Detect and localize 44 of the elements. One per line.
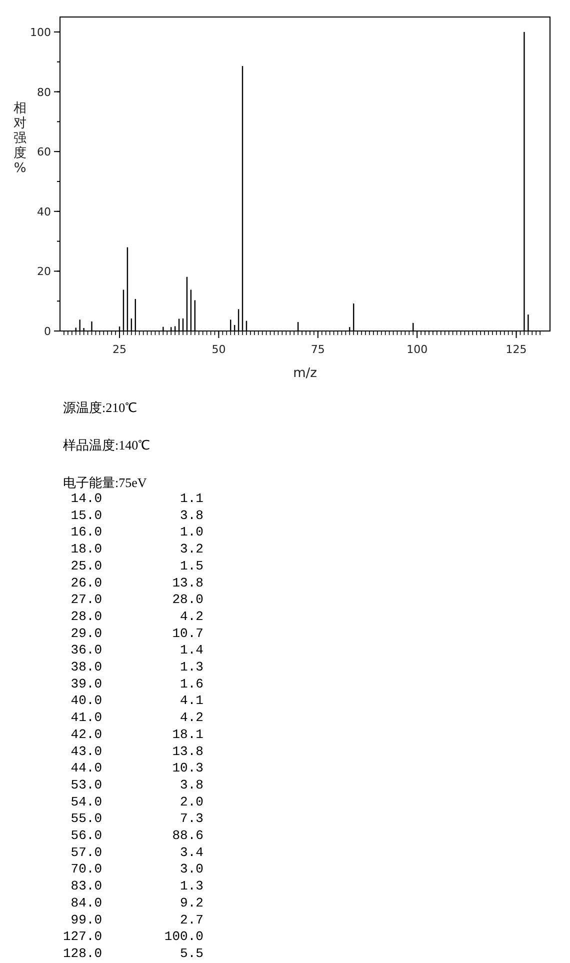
text: 14.0 1.1 [63, 491, 204, 506]
text: 26.0 13.8 [63, 575, 204, 590]
text: 电子能量:75eV [63, 475, 148, 490]
text: 15.0 3.8 [63, 508, 204, 523]
y-axis-title: 相对强度% [14, 101, 26, 176]
text: 57.0 3.4 [63, 844, 204, 860]
text: 99.0 2.7 [63, 912, 204, 928]
text: 56.0 88.6 [63, 828, 204, 844]
x-tick-label: 100 [406, 343, 428, 356]
text: 源温度:210℃ [63, 400, 138, 415]
y-tick-label: 0 [44, 325, 51, 338]
text: 18.0 3.2 [63, 542, 204, 557]
text: 43.0 13.8 [63, 744, 204, 759]
y-tick-label: 60 [37, 146, 51, 159]
text: 16.0 1.0 [63, 524, 204, 540]
text: 127.0 100.0 [63, 929, 204, 944]
x-tick-label: 50 [212, 343, 226, 356]
text: 44.0 10.3 [63, 760, 204, 776]
text: 55.0 7.3 [63, 811, 204, 826]
text: 40.0 4.1 [63, 693, 204, 708]
x-tick-label: 125 [506, 343, 527, 356]
text: 29.0 10.7 [63, 626, 204, 641]
y-tick-label: 40 [37, 205, 51, 218]
y-tick-label: 80 [37, 86, 51, 99]
text: 54.0 2.0 [63, 794, 204, 810]
text: 83.0 1.3 [63, 878, 204, 894]
text: 42.0 18.1 [63, 726, 204, 742]
text: 70.0 3.0 [63, 862, 204, 877]
text: 84.0 9.2 [63, 895, 204, 910]
text: 39.0 1.6 [63, 676, 204, 692]
text: 36.0 1.4 [63, 642, 204, 658]
x-tick-label: 75 [310, 343, 325, 356]
text: 41.0 4.2 [63, 710, 204, 726]
text: 28.0 4.2 [63, 608, 204, 624]
y-tick-label: 20 [37, 265, 51, 278]
text: 38.0 1.3 [63, 660, 204, 675]
x-axis-title: m/z [293, 366, 318, 381]
text: 25.0 1.5 [63, 558, 204, 574]
y-tick-label: 100 [30, 26, 51, 39]
x-tick-label: 25 [112, 343, 127, 356]
text: 样品温度:140℃ [63, 438, 150, 452]
text: 53.0 3.8 [63, 777, 204, 792]
text: 27.0 28.0 [63, 592, 204, 608]
text: 128.0 5.5 [63, 946, 204, 961]
